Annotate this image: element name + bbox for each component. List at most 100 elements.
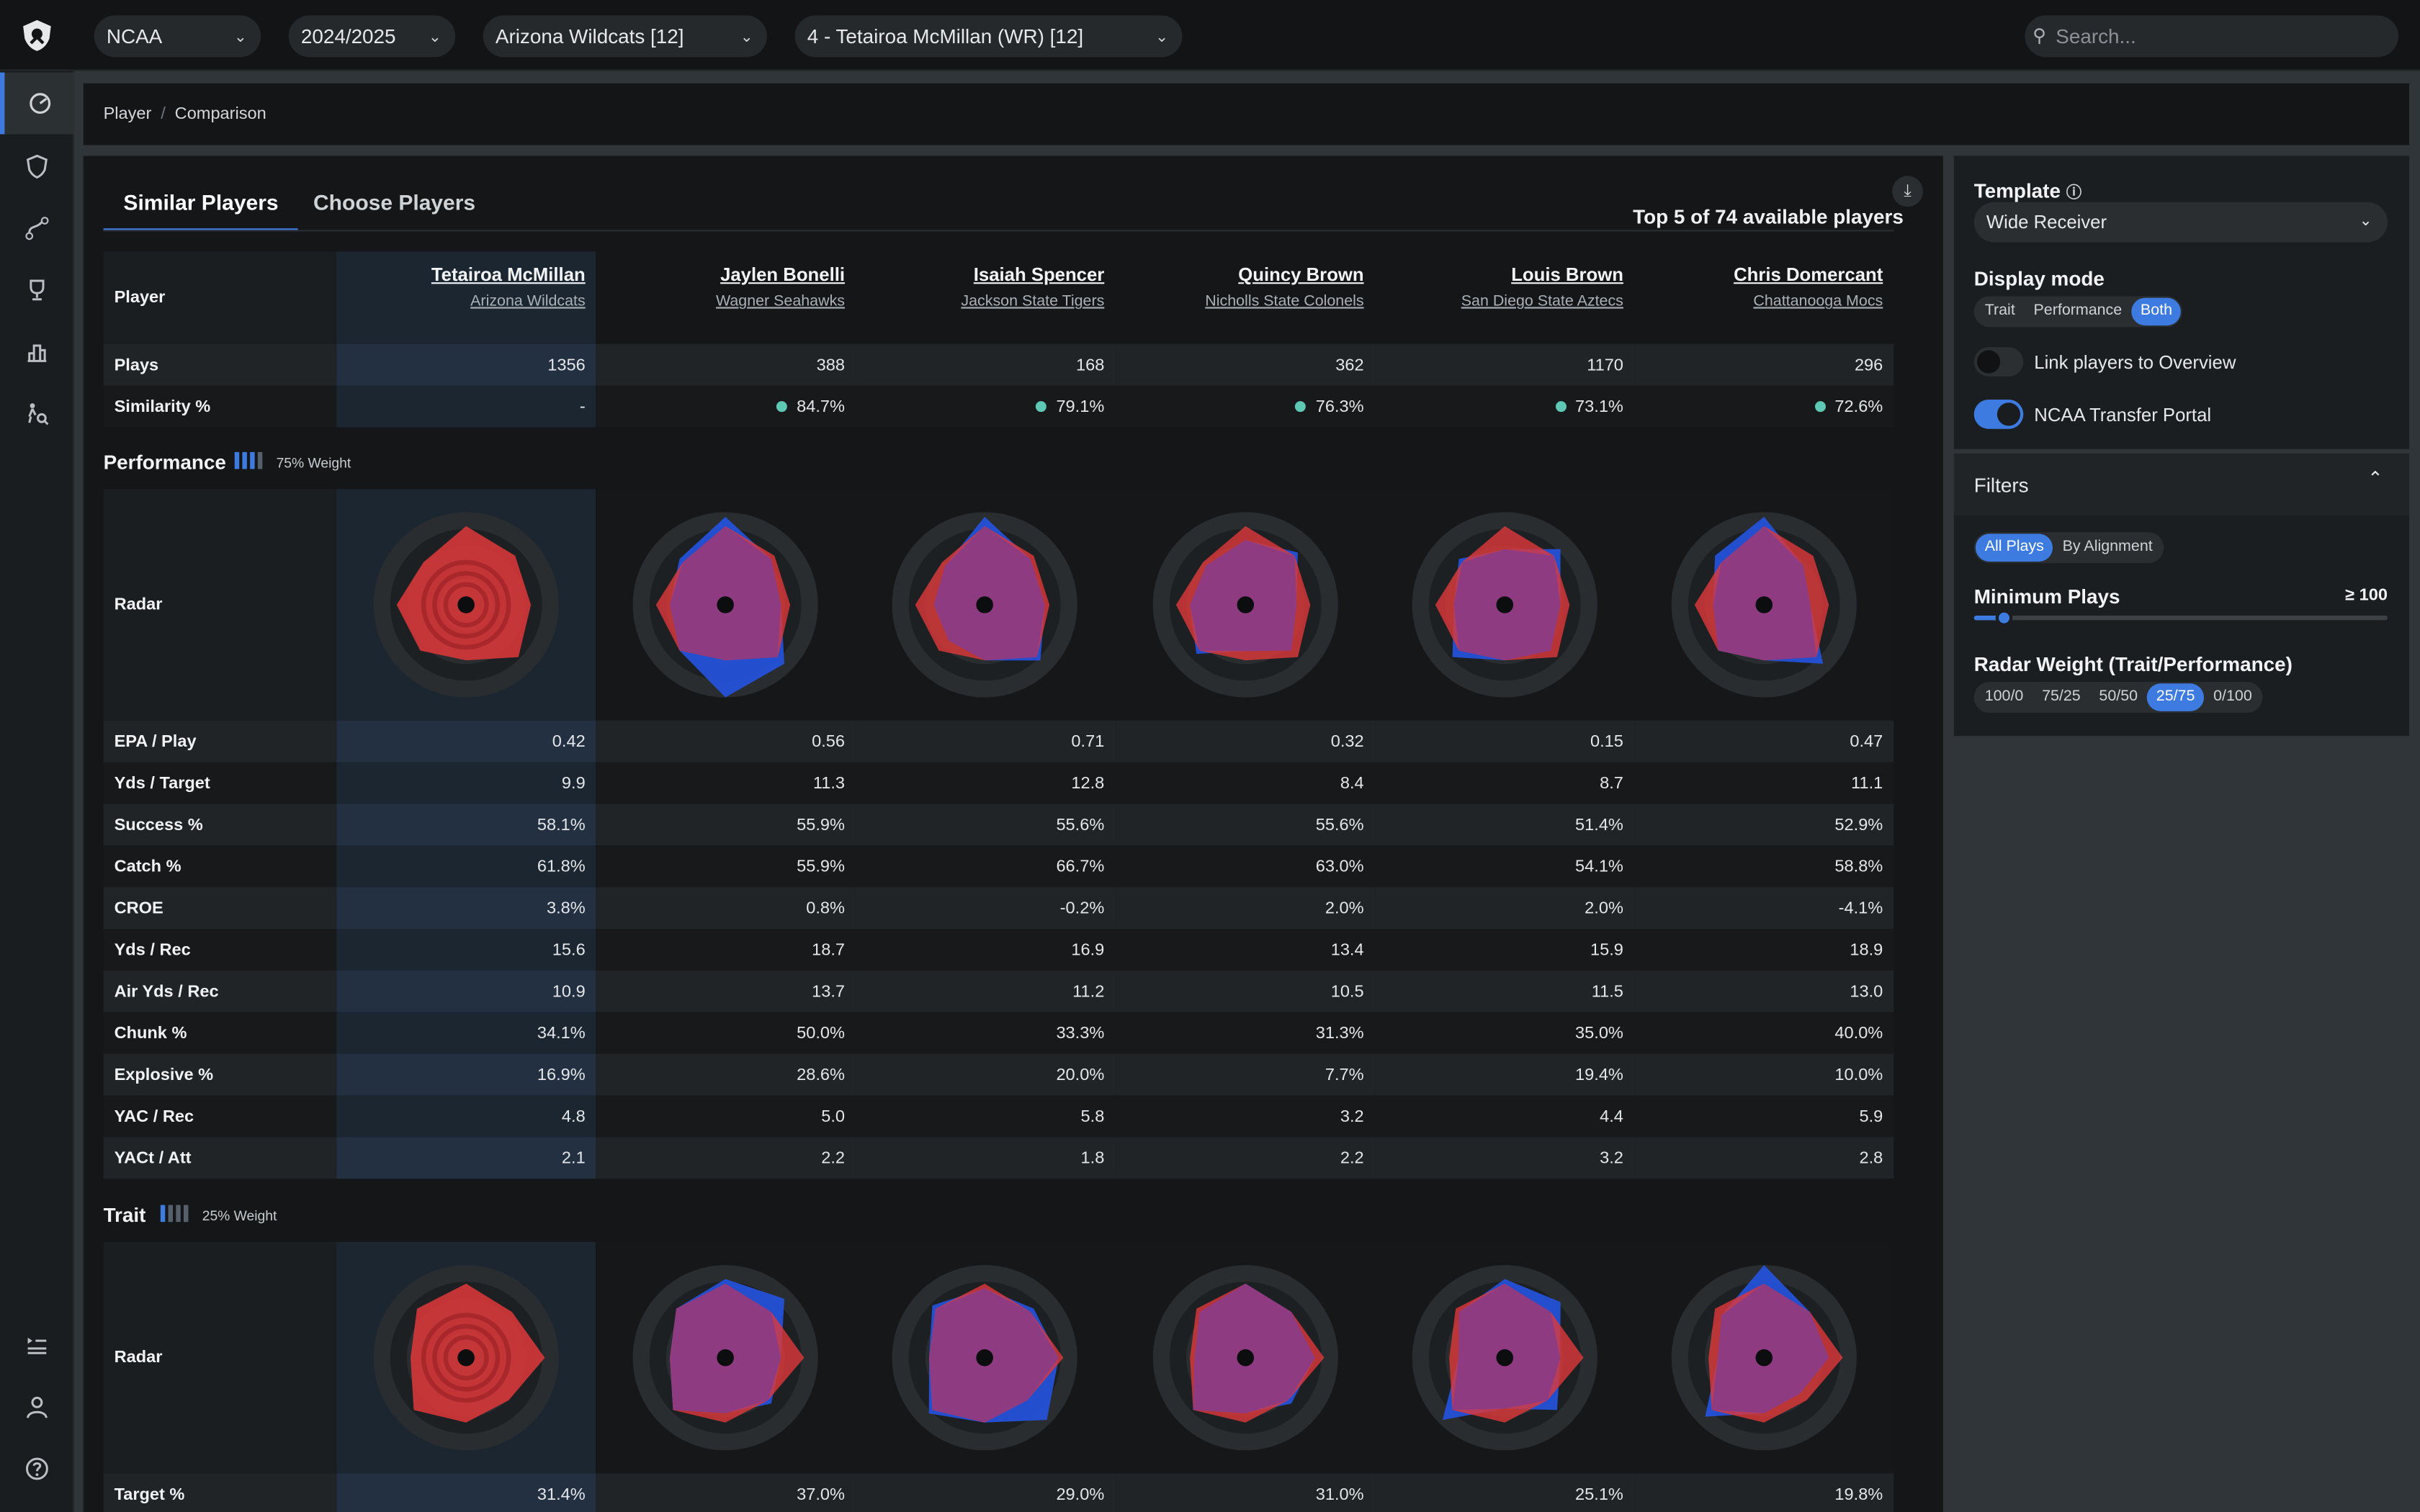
metric-value: 55.9% — [596, 804, 856, 846]
metric-value: 3.2 — [1115, 1095, 1375, 1138]
trait-metric-row: Target % 31.4% 37.0% 29.0% 31.0% 25.1% 19.8% — [103, 1473, 1894, 1512]
player-column-1: Jaylen Bonelli Wagner Seahawks — [596, 251, 856, 344]
metric-value: 31.4% — [336, 1473, 596, 1512]
radar-overlap-shape — [1713, 526, 1816, 661]
trait-weight-label: 25% Weight — [202, 1207, 277, 1224]
metric-value: 34.1% — [336, 1012, 596, 1054]
metric-value: 10.0% — [1634, 1053, 1894, 1096]
help-icon — [25, 1457, 48, 1480]
trait-table: Radar Target % 31.4% 37.0% 29.0% 31.0% 25.1% 19… — [103, 1242, 1894, 1512]
radar-ring-overlay — [444, 582, 490, 628]
download-icon[interactable]: ⤓ — [1892, 176, 1923, 207]
metric-value: 2.0% — [1374, 887, 1634, 929]
player-select-value: 4 - Tetairoa McMillan (WR) [12] — [807, 24, 1084, 48]
chevron-up-icon[interactable]: ⌃ — [2367, 467, 2383, 490]
sidebar-item-scouting[interactable] — [0, 382, 74, 444]
player-team-link[interactable]: Nicholls State Colonels — [1205, 293, 1364, 310]
player-team-link[interactable]: Wagner Seahawks — [715, 293, 846, 310]
sidebar-item-trophies[interactable] — [0, 259, 74, 321]
similarity-cell: 73.1% — [1374, 385, 1634, 428]
sidebar-item-analytics[interactable] — [0, 197, 74, 259]
logo-icon[interactable] — [19, 17, 55, 54]
sidebar-item-help[interactable] — [0, 1438, 74, 1500]
transfer-portal-toggle[interactable] — [1973, 400, 2024, 429]
player-name-link[interactable]: Louis Brown — [1511, 264, 1623, 286]
search-input[interactable]: ⚲ Search... — [2025, 15, 2398, 58]
radar-weight-option[interactable]: 50/50 — [2099, 688, 2138, 706]
player-team-link[interactable]: San Diego State Aztecs — [1461, 293, 1623, 310]
radar-weight-option[interactable]: 0/100 — [2213, 688, 2252, 706]
metric-value: 66.7% — [856, 845, 1116, 888]
metric-label: CROE — [103, 887, 337, 929]
metric-value: 7.7% — [1115, 1053, 1375, 1096]
similarity-value: - — [579, 397, 586, 416]
sidebar-item-rankings[interactable] — [0, 321, 74, 383]
league-select[interactable]: NCAA ⌄ — [94, 15, 261, 58]
metric-value: 10.9 — [336, 970, 596, 1012]
alignment-option[interactable]: All Plays — [1975, 534, 2053, 562]
metric-value: 0.42 — [336, 720, 596, 762]
display-mode-option[interactable]: Trait — [1984, 302, 2015, 320]
player-name-link[interactable]: Isaiah Spencer — [973, 264, 1105, 286]
metric-value: 9.9 — [336, 762, 596, 804]
minimum-plays-slider[interactable] — [1973, 609, 2388, 626]
metric-label: Yds / Target — [103, 762, 337, 804]
radar-center-dot — [1495, 1349, 1513, 1367]
sidebar-item-playlists[interactable] — [0, 1315, 74, 1377]
breadcrumb-player[interactable]: Player — [103, 104, 152, 124]
sidebar-item-defense[interactable] — [0, 136, 74, 198]
link-players-toggle[interactable] — [1973, 347, 2024, 377]
radar-weight-option[interactable]: 25/75 — [2146, 683, 2205, 711]
season-select[interactable]: 2024/2025 ⌄ — [288, 15, 456, 58]
performance-radar-row: Radar — [103, 489, 1894, 721]
player-team-link[interactable]: Jackson State Tigers — [961, 293, 1105, 310]
metric-value: 29.0% — [856, 1473, 1116, 1512]
player-name-link[interactable]: Tetairoa McMillan — [431, 264, 586, 286]
tab-similar-players[interactable]: Similar Players — [103, 190, 299, 232]
team-select[interactable]: Arizona Wildcats [12] ⌄ — [483, 15, 767, 58]
tab-choose-players[interactable]: Choose Players — [313, 189, 476, 215]
metric-value: 55.9% — [596, 845, 856, 888]
metric-label: Yds / Rec — [103, 929, 337, 971]
similarity-label: Similarity % — [103, 385, 337, 428]
radar-weight-option[interactable]: 100/0 — [1984, 688, 2024, 706]
player-name-link[interactable]: Quincy Brown — [1238, 264, 1364, 286]
filters-title: Filters — [1973, 473, 2029, 497]
radar-overlap-shape — [930, 1288, 1060, 1423]
sidebar-item-dashboard[interactable] — [0, 72, 74, 135]
display-mode-option[interactable]: Performance — [2033, 302, 2123, 320]
radar-weight-option[interactable]: 75/25 — [2042, 688, 2081, 706]
radar-center-dot — [457, 596, 475, 613]
alignment-toggle: All Plays By Alignment — [1973, 532, 2164, 564]
alignment-option[interactable]: By Alignment — [2062, 538, 2153, 556]
player-name-link[interactable]: Chris Domercant — [1734, 264, 1883, 286]
filters-header[interactable] — [1953, 454, 2409, 516]
metric-label: Air Yds / Rec — [103, 970, 337, 1012]
player-column-4: Louis Brown San Diego State Aztecs — [1375, 251, 1634, 344]
plays-value: 168 — [856, 343, 1116, 386]
performance-metric-row: Chunk % 34.1% 50.0% 33.3% 31.3% 35.0% 40.0% — [103, 1012, 1894, 1054]
weight-bar — [257, 451, 263, 469]
trait-radar-cell — [856, 1242, 1116, 1474]
player-select[interactable]: 4 - Tetairoa McMillan (WR) [12] ⌄ — [794, 15, 1183, 58]
sidebar-item-profile[interactable] — [0, 1376, 74, 1438]
plays-row: Plays 1356 388 168 362 1170 296 — [103, 343, 1894, 386]
player-team-link[interactable]: Chattanooga Mocs — [1753, 293, 1883, 310]
display-mode-label: Display mode — [1973, 266, 2105, 290]
metric-value: 11.3 — [596, 762, 856, 804]
performance-metric-row: Yds / Target 9.9 11.3 12.8 8.4 8.7 11.1 — [103, 762, 1894, 804]
info-icon[interactable]: ⓘ — [2066, 185, 2082, 202]
radar-ring-overlay — [432, 571, 501, 639]
slider-thumb[interactable] — [1995, 609, 2012, 626]
plays-value: 388 — [596, 343, 856, 386]
scout-icon — [28, 403, 49, 426]
player-team-link[interactable]: Arizona Wildcats — [470, 293, 586, 310]
trait-radar-label: Radar — [103, 1242, 337, 1474]
metric-value: 11.2 — [856, 970, 1116, 1012]
template-select[interactable]: Wide Receiver ⌄ — [1973, 202, 2388, 243]
display-mode-option[interactable]: Both — [2131, 297, 2182, 326]
metric-value: 13.7 — [596, 970, 856, 1012]
performance-weight-bars — [234, 451, 263, 469]
team-select-value: Arizona Wildcats [12] — [495, 24, 684, 48]
player-name-link[interactable]: Jaylen Bonelli — [720, 264, 846, 286]
